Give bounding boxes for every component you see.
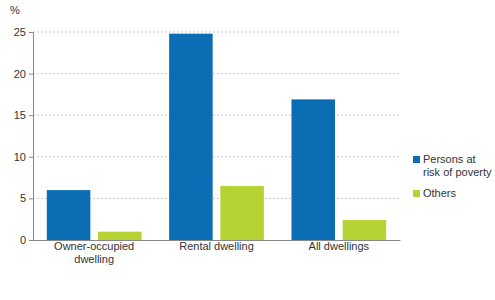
tick-mark — [29, 115, 33, 116]
text-line: Others — [423, 187, 457, 199]
tick-label: 25 — [14, 26, 26, 38]
grid-line — [33, 73, 400, 74]
text-line: All dwellings — [309, 240, 370, 252]
chart: 0 5 10 15 20 25 Owner-occupieddwelling Rental d… — [0, 0, 495, 300]
tick-label: Rental dwelling — [179, 240, 254, 252]
y-axis: 0 5 10 15 20 25 — [14, 26, 34, 246]
text-line: dwelling — [74, 253, 114, 265]
tick-label: 10 — [14, 151, 26, 163]
x-axis: Owner-occupieddwelling Rental dwelling All… — [34, 240, 401, 265]
tick: 10 — [14, 151, 33, 163]
bar — [98, 232, 142, 240]
tick-mark — [29, 157, 33, 158]
grid-line — [33, 115, 400, 116]
bar — [169, 34, 213, 240]
tick-mark — [29, 198, 33, 199]
axis-line — [29, 33, 34, 241]
legend: Persons atrisk of poverty Others — [413, 153, 492, 199]
legend-label: Persons atrisk of poverty — [423, 153, 492, 178]
bars — [47, 34, 386, 240]
plot: 0 5 10 15 20 25 Owner-occupieddwelling Rental d… — [14, 26, 401, 265]
bar — [291, 99, 335, 240]
text-line: Persons at — [423, 153, 476, 165]
text-line: Owner-occupied — [54, 240, 134, 252]
tick: 0 — [20, 234, 33, 246]
tick-mark — [29, 240, 33, 241]
bar — [220, 186, 264, 240]
legend-swatch — [413, 156, 420, 163]
tick: 15 — [14, 109, 33, 121]
tick-label: Owner-occupieddwelling — [54, 240, 134, 265]
grid — [33, 32, 400, 198]
tick: Rental dwelling — [179, 240, 254, 252]
tick-label: 15 — [14, 109, 26, 121]
legend-item: Persons atrisk of poverty — [413, 153, 492, 178]
tick-mark — [29, 32, 33, 33]
tick-label: 5 — [20, 192, 26, 204]
text-line: Rental dwelling — [179, 240, 254, 252]
grid-line — [33, 32, 400, 33]
legend-item: Others — [413, 187, 457, 199]
tick-label: All dwellings — [309, 240, 370, 252]
axis-title: % — [10, 4, 20, 16]
legend-label: Others — [423, 187, 457, 199]
legend-swatch — [413, 190, 420, 197]
text-line: risk of poverty — [423, 166, 492, 178]
grid-line — [33, 156, 400, 157]
bar — [343, 220, 387, 240]
tick: Owner-occupieddwelling — [54, 240, 134, 265]
tick-label: 0 — [20, 234, 26, 246]
tick: 5 — [20, 192, 33, 204]
tick: All dwellings — [309, 240, 370, 252]
tick-label: 20 — [14, 68, 26, 80]
tick: 25 — [14, 26, 33, 38]
tick: 20 — [14, 68, 33, 80]
bar — [47, 190, 91, 240]
tick-mark — [29, 74, 33, 75]
